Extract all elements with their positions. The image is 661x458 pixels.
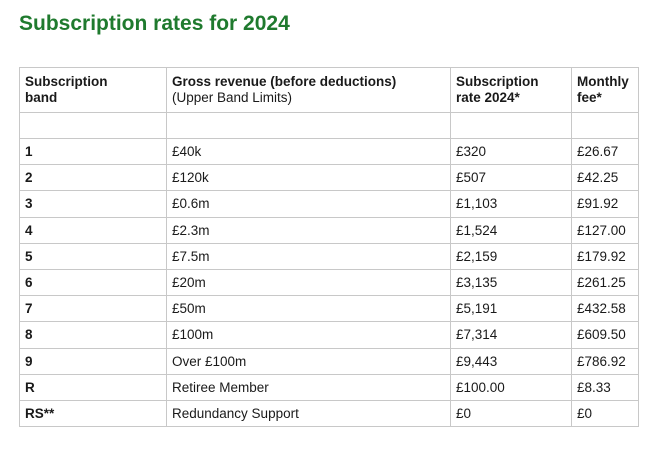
subscription-rate-cell: £1,524 — [450, 216, 572, 244]
empty-cell — [450, 112, 572, 139]
header-rate-line-2: rate 2024* — [456, 90, 520, 105]
table-header-row: Subscription band Gross revenue (before … — [19, 67, 639, 113]
monthly-fee-cell: £0 — [571, 399, 639, 428]
gross-revenue-cell: £40k — [166, 137, 451, 166]
header-subscription-band: Subscription band — [19, 67, 167, 113]
page-title: Subscription rates for 2024 — [19, 12, 290, 35]
monthly-fee-cell: £91.92 — [571, 190, 639, 218]
empty-cell — [19, 112, 167, 139]
subscription-rate-cell: £320 — [450, 137, 572, 166]
table-row: 2 £120k £507 £42.25 — [19, 164, 639, 192]
table-row: 4 £2.3m £1,524 £127.00 — [19, 216, 639, 244]
band-cell: 1 — [19, 137, 167, 166]
header-gross-label: Gross revenue (before deductions) — [172, 74, 397, 89]
table-row: R Retiree Member £100.00 £8.33 — [19, 373, 639, 401]
band-cell: R — [19, 373, 167, 401]
header-fee-line-1: Monthly — [577, 74, 629, 89]
monthly-fee-cell: £26.67 — [571, 137, 639, 166]
table-row: 5 £7.5m £2,159 £179.92 — [19, 242, 639, 270]
monthly-fee-cell: £786.92 — [571, 347, 639, 375]
monthly-fee-cell: £8.33 — [571, 373, 639, 401]
table-row: RS** Redundancy Support £0 £0 — [19, 399, 639, 428]
gross-revenue-cell: £7.5m — [166, 242, 451, 270]
subscription-rate-cell: £7,314 — [450, 321, 572, 349]
band-cell: 5 — [19, 242, 167, 270]
header-fee-line-2: fee* — [577, 90, 602, 105]
gross-revenue-cell: £100m — [166, 321, 451, 349]
monthly-fee-cell: £127.00 — [571, 216, 639, 244]
gross-revenue-cell: Redundancy Support — [166, 399, 451, 428]
table-row: 1 £40k £320 £26.67 — [19, 137, 639, 166]
gross-revenue-cell: Over £100m — [166, 347, 451, 375]
header-gross-sublabel: (Upper Band Limits) — [172, 90, 293, 105]
monthly-fee-cell: £261.25 — [571, 268, 639, 297]
gross-revenue-cell: Retiree Member — [166, 373, 451, 401]
subscription-rate-cell: £9,443 — [450, 347, 572, 375]
empty-row — [19, 112, 639, 139]
table-row: 7 £50m £5,191 £432.58 — [19, 295, 639, 323]
gross-revenue-cell: £2.3m — [166, 216, 451, 244]
empty-cell — [571, 112, 639, 139]
header-band-line-2: band — [25, 90, 58, 105]
table-row: 3 £0.6m £1,103 £91.92 — [19, 190, 639, 218]
table-row: 9 Over £100m £9,443 £786.92 — [19, 347, 639, 375]
header-monthly-fee: Monthly fee* — [571, 67, 639, 113]
gross-revenue-cell: £120k — [166, 164, 451, 192]
gross-revenue-cell: £50m — [166, 295, 451, 323]
band-cell: 9 — [19, 347, 167, 375]
gross-revenue-cell: £0.6m — [166, 190, 451, 218]
band-cell: 7 — [19, 295, 167, 323]
header-gross-revenue: Gross revenue (before deductions) (Upper… — [166, 67, 451, 113]
subscription-rate-cell: £3,135 — [450, 268, 572, 297]
monthly-fee-cell: £179.92 — [571, 242, 639, 270]
band-cell: 4 — [19, 216, 167, 244]
subscription-rate-cell: £2,159 — [450, 242, 572, 270]
header-rate-line-1: Subscription — [456, 74, 539, 89]
subscription-rates-table: Subscription band Gross revenue (before … — [19, 67, 639, 428]
band-cell: RS** — [19, 399, 167, 428]
table-row: 8 £100m £7,314 £609.50 — [19, 321, 639, 349]
header-subscription-rate: Subscription rate 2024* — [450, 67, 572, 113]
monthly-fee-cell: £609.50 — [571, 321, 639, 349]
subscription-rate-cell: £100.00 — [450, 373, 572, 401]
header-band-line-1: Subscription — [25, 74, 108, 89]
gross-revenue-cell: £20m — [166, 268, 451, 297]
subscription-rate-cell: £507 — [450, 164, 572, 192]
subscription-rate-cell: £0 — [450, 399, 572, 428]
empty-cell — [166, 112, 451, 139]
band-cell: 8 — [19, 321, 167, 349]
monthly-fee-cell: £432.58 — [571, 295, 639, 323]
table-row: 6 £20m £3,135 £261.25 — [19, 268, 639, 297]
subscription-rate-cell: £5,191 — [450, 295, 572, 323]
band-cell: 3 — [19, 190, 167, 218]
subscription-rate-cell: £1,103 — [450, 190, 572, 218]
monthly-fee-cell: £42.25 — [571, 164, 639, 192]
band-cell: 6 — [19, 268, 167, 297]
band-cell: 2 — [19, 164, 167, 192]
